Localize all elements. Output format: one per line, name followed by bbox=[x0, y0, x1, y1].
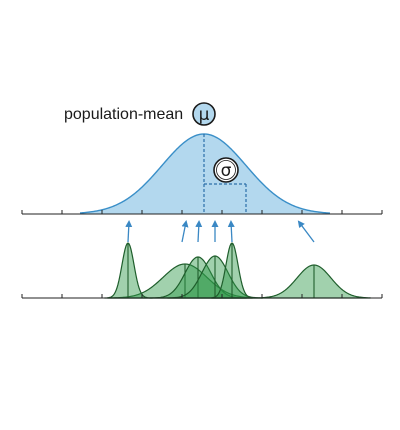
population-mean-label-group: population-mean μ bbox=[64, 102, 216, 126]
sample-arrow bbox=[195, 220, 203, 243]
sample-distribution bbox=[261, 264, 371, 299]
mu-symbol-circle bbox=[192, 102, 216, 126]
population-curve bbox=[79, 133, 331, 214]
population-axis bbox=[21, 210, 383, 215]
sample-arrow bbox=[181, 220, 189, 243]
population-curve-fill bbox=[80, 134, 330, 214]
sigma-label-group: σ bbox=[213, 157, 239, 183]
mu-symbol-icon: μ bbox=[199, 105, 210, 125]
population-distribution bbox=[79, 133, 331, 214]
sigma-symbol-icon: σ bbox=[221, 161, 232, 181]
sample-arrow bbox=[297, 220, 315, 243]
sample-axis bbox=[21, 294, 383, 299]
sample-arrow bbox=[125, 220, 133, 243]
sigma-symbol-circle bbox=[213, 157, 239, 183]
sample-distributions bbox=[104, 242, 371, 299]
population-mean-label: population-mean bbox=[64, 106, 183, 123]
sample-axis-ticks bbox=[21, 294, 383, 298]
population-axis-ticks bbox=[21, 210, 383, 214]
sigma-symbol-inner-circle bbox=[216, 160, 236, 180]
sample-arrows bbox=[125, 220, 315, 243]
sample-arrow bbox=[227, 220, 235, 243]
